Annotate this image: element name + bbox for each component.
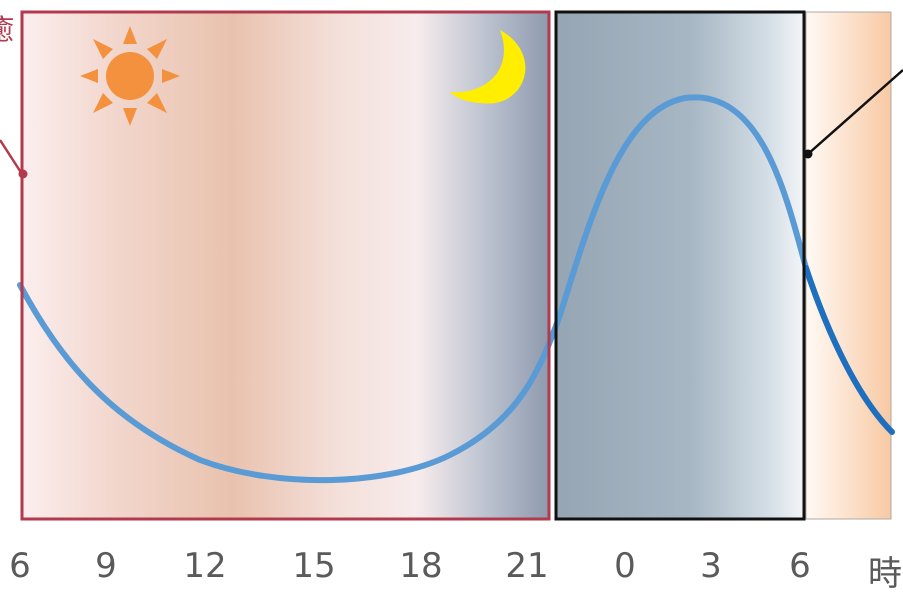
- x-tick-label: 12: [183, 546, 227, 586]
- rhythm-curve: [17, 94, 809, 484]
- x-tick-label: 21: [505, 546, 549, 586]
- right-pointer-dot: [803, 149, 813, 159]
- day-frame: [20, 10, 551, 521]
- left-pointer-line: [0, 139, 24, 175]
- x-tick-label: 15: [292, 546, 336, 586]
- x-tick-label: 6: [9, 546, 31, 586]
- night-band: [556, 12, 804, 519]
- right-pointer-line: [807, 69, 903, 155]
- x-tick-label: 9: [95, 546, 117, 586]
- rhythm-curve-tail: [803, 265, 895, 435]
- night-frame: [554, 10, 806, 521]
- x-tick-label: 18: [399, 546, 443, 586]
- x-axis-unit: 時: [868, 554, 902, 594]
- left-label-fragment: 癒: [0, 13, 15, 46]
- x-tick-label: 0: [614, 546, 636, 586]
- moon-icon: [450, 30, 526, 104]
- sun-icon: [80, 26, 180, 126]
- x-tick-label: 6: [789, 546, 811, 586]
- x-tick-label: 3: [700, 546, 722, 586]
- dawn-band: [805, 11, 892, 520]
